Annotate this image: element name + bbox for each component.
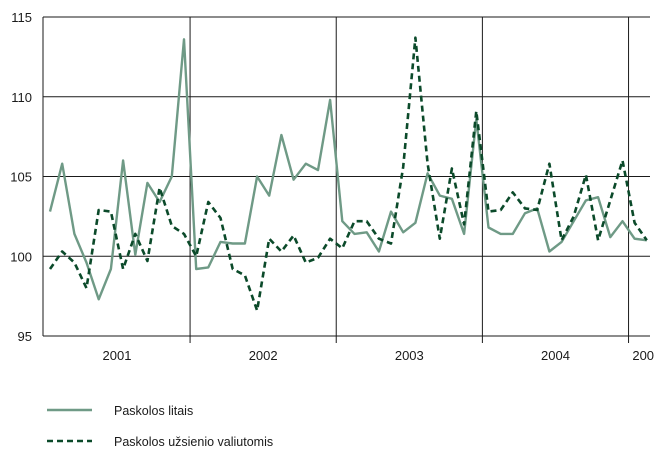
y-tick-label: 105 xyxy=(10,170,32,185)
legend-label-2: Paskolos užsienio valiutomis xyxy=(114,435,273,449)
y-tick-label: 100 xyxy=(10,249,32,264)
series-line-2 xyxy=(48,36,648,312)
x-tick-label: 2001 xyxy=(103,348,132,363)
x-tick-label: 2005 xyxy=(632,348,654,363)
legend-label-1: Paskolos litais xyxy=(114,404,193,418)
x-tick-label: 2004 xyxy=(541,348,570,363)
y-tick-label: 115 xyxy=(11,10,32,25)
series-line-1 xyxy=(48,38,647,301)
x-tick-label: 2003 xyxy=(395,348,424,363)
x-tick-label: 2002 xyxy=(249,348,278,363)
y-tick-label: 110 xyxy=(11,90,32,105)
y-tick-label: 95 xyxy=(18,329,32,344)
